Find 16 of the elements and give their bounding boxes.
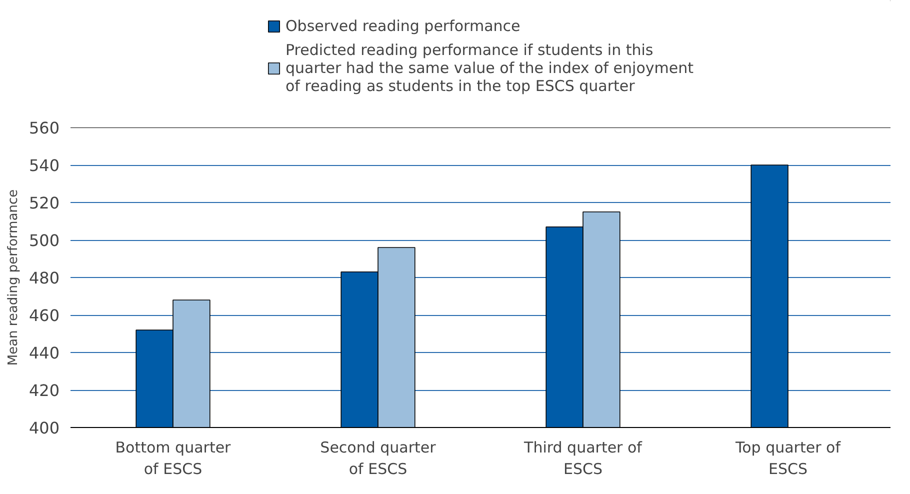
y-tick-label: 500 xyxy=(28,231,60,250)
y-tick-label: 440 xyxy=(28,344,60,362)
x-tick-label: Bottom quarter of ESCS xyxy=(115,438,232,478)
y-tick-label: 560 xyxy=(28,118,60,138)
y-tick-label: 540 xyxy=(28,156,60,175)
y-tick-label: 420 xyxy=(28,381,60,400)
legend-label: Observed reading performance xyxy=(286,17,520,35)
y-tick-label: 480 xyxy=(28,268,60,288)
y-tick-label: 400 xyxy=(28,418,60,438)
x-tick-label: Third quarter of ESCS xyxy=(523,438,643,478)
y-tick-label: 520 xyxy=(28,194,60,212)
x-tick-label: Top quarter of ESCS xyxy=(734,438,842,478)
y-tick-label: 460 xyxy=(28,306,60,325)
legend-label: Predicted reading performance if students in this quarter had the same value of the index of enjoyment of reading as students in the top ESCS quarter xyxy=(286,41,694,95)
y-axis-title: Mean reading performance xyxy=(6,189,21,366)
x-tick-label: Second quarter of ESCS xyxy=(320,438,437,478)
